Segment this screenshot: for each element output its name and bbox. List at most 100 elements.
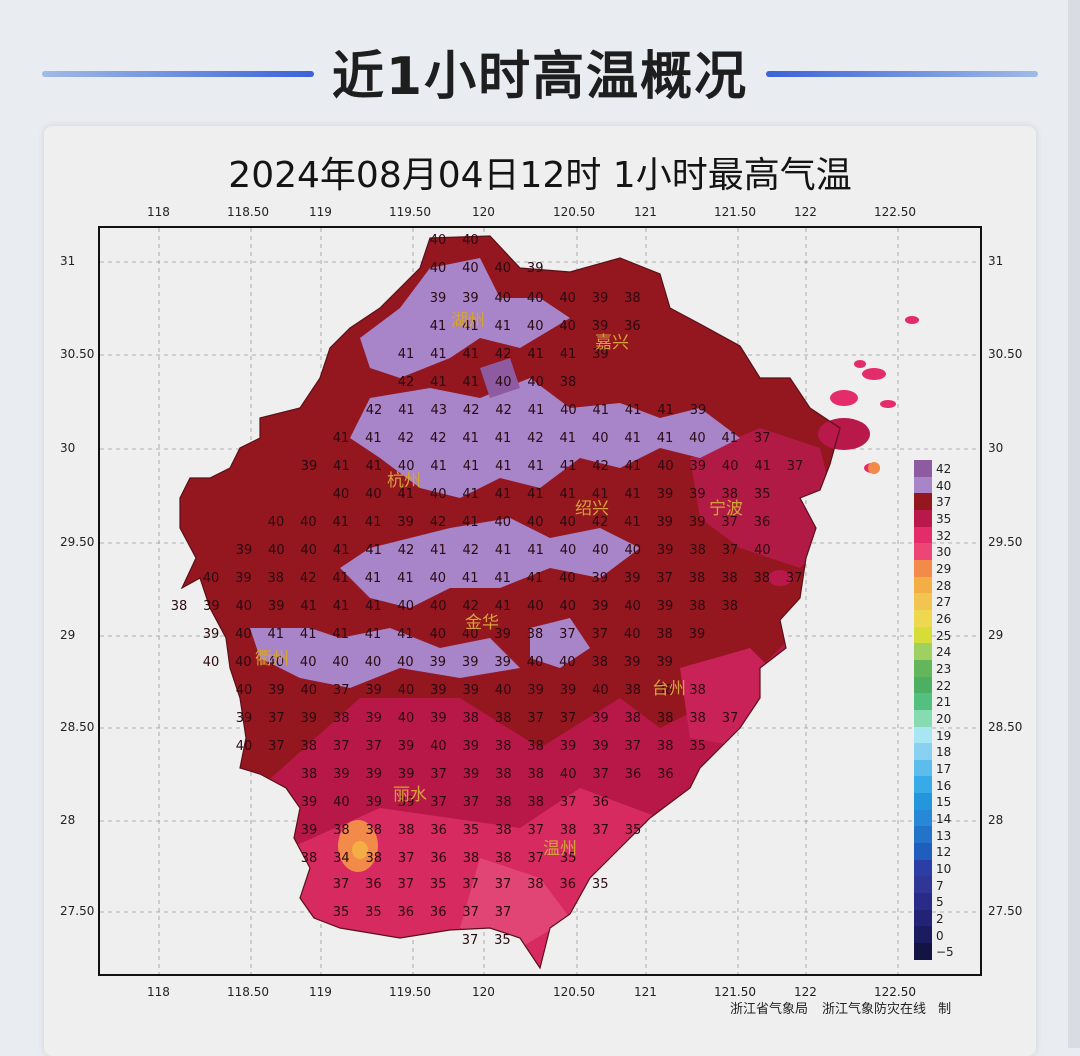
city-label: 绍兴 xyxy=(575,499,609,519)
temperature-value: 38 xyxy=(333,823,350,838)
temperature-value: 40 xyxy=(203,655,220,670)
lat-tick-label: 28.50 xyxy=(60,720,95,734)
temperature-value: 38 xyxy=(171,599,188,614)
temperature-value: 40 xyxy=(430,261,447,276)
temperature-value: 43 xyxy=(431,403,448,418)
temperature-value: 40 xyxy=(560,543,577,558)
temperature-value: 39 xyxy=(494,655,511,670)
temperature-value: 37 xyxy=(722,711,739,726)
temperature-value: 42 xyxy=(430,515,447,530)
lon-tick-label: 121 xyxy=(634,205,657,219)
temperature-value: 41 xyxy=(528,403,545,418)
temperature-value: 41 xyxy=(527,347,544,362)
legend-swatch xyxy=(914,809,932,827)
temperature-value: 39 xyxy=(236,711,253,726)
legend-value: 25 xyxy=(936,628,952,643)
legend-swatch xyxy=(914,609,932,627)
city-label: 湖州 xyxy=(451,311,485,331)
page-header: 近1小时高温概况 xyxy=(0,0,1080,120)
temperature-value: 41 xyxy=(624,431,641,446)
temperature-value: 41 xyxy=(333,599,350,614)
temperature-value: 42 xyxy=(495,347,512,362)
temperature-value: 39 xyxy=(494,627,511,642)
legend-value: 15 xyxy=(936,795,952,810)
lat-tick-label: 28.50 xyxy=(988,720,1023,734)
temperature-value: 41 xyxy=(365,543,382,558)
temperature-value: 38 xyxy=(560,823,577,838)
temperature-labels: 40 40 40 40 40 39 39 39 40 40 40 39 38 41 41 41 40 40 39 36… xyxy=(171,233,804,948)
temperature-value: 39 xyxy=(397,515,414,530)
temperature-value: 38 xyxy=(398,823,415,838)
temperature-value: 37 xyxy=(462,877,479,892)
temperature-value: 37 xyxy=(398,851,415,866)
credit-org1: 浙江省气象局 xyxy=(730,1002,809,1017)
temperature-value: 38 xyxy=(657,683,674,698)
city-label: 台州 xyxy=(652,679,686,699)
temperature-value: 41 xyxy=(624,515,641,530)
temperature-value: 41 xyxy=(592,487,609,502)
legend-swatch xyxy=(914,876,932,894)
islands xyxy=(768,316,919,586)
legend-value: 22 xyxy=(936,678,952,693)
lat-tick-label: 30.50 xyxy=(988,347,1023,361)
temperature-value: 39 xyxy=(463,739,480,754)
temperature-value: 39 xyxy=(203,627,220,642)
temperature-value: 41 xyxy=(560,487,577,502)
color-legend xyxy=(914,460,932,960)
temperature-value: 35 xyxy=(754,487,771,502)
temperature-value: 35 xyxy=(689,739,706,754)
temperature-value: 40 xyxy=(430,627,447,642)
lon-tick-label: 122.50 xyxy=(874,205,916,219)
temperature-value: 41 xyxy=(463,459,480,474)
temperature-value: 39 xyxy=(462,655,479,670)
city-label: 嘉兴 xyxy=(595,333,629,353)
temperature-value: 40 xyxy=(495,291,512,306)
legend-swatch xyxy=(914,526,932,544)
title-decoration-right xyxy=(766,71,1038,77)
temperature-value: 41 xyxy=(332,627,349,642)
temperature-value: 41 xyxy=(495,431,512,446)
legend-value: 30 xyxy=(936,545,952,560)
lon-tick-label: 121.50 xyxy=(714,205,756,219)
temperature-value: 41 xyxy=(398,487,415,502)
scrollbar[interactable] xyxy=(1068,0,1080,1048)
temperature-value: 41 xyxy=(333,515,350,530)
lon-tick-label: 120 xyxy=(472,985,495,999)
temperature-value: 42 xyxy=(398,375,415,390)
lon-tick-label: 118.50 xyxy=(227,205,269,219)
temperature-value: 42 xyxy=(463,543,480,558)
temperature-value: 37 xyxy=(560,795,577,810)
temperature-value: 40 xyxy=(430,599,447,614)
temperature-value: 41 xyxy=(495,459,512,474)
temperature-value: 40 xyxy=(462,233,479,248)
lat-tick-label: 29 xyxy=(988,628,1004,642)
temperature-value: 36 xyxy=(754,515,771,530)
temperature-value: 40 xyxy=(592,543,609,558)
temperature-value: 38 xyxy=(495,795,512,810)
temperature-value: 39 xyxy=(398,767,415,782)
lon-tick-label: 118 xyxy=(147,985,170,999)
temperature-value: 41 xyxy=(657,431,674,446)
temperature-value: 42 xyxy=(300,571,317,586)
temperature-value: 41 xyxy=(462,515,479,530)
temperature-value: 40 xyxy=(301,683,318,698)
legend-swatch xyxy=(914,843,932,860)
temperature-value: 40 xyxy=(430,487,447,502)
temperature-value: 37 xyxy=(560,711,577,726)
lon-tick-label: 120.50 xyxy=(553,205,595,219)
temperature-value: 40 xyxy=(332,655,349,670)
temperature-value: 40 xyxy=(495,375,512,390)
temperature-value: 40 xyxy=(301,543,318,558)
temperature-value: 40 xyxy=(236,739,253,754)
temperature-value: 35 xyxy=(494,933,511,948)
temperature-value: 37 xyxy=(462,933,479,948)
legend-swatch xyxy=(914,626,932,644)
temperature-value: 41 xyxy=(430,375,447,390)
temperature-map[interactable]: 40 40 40 40 40 39 39 39 40 40 40 39 38 41 41 41 40 40 39 36… xyxy=(98,226,982,976)
legend-swatch xyxy=(914,693,932,710)
temperature-value: 38 xyxy=(657,739,674,754)
page-title: 近1小时高温概况 xyxy=(331,47,749,107)
temperature-value: 42 xyxy=(366,403,383,418)
temperature-value: 40 xyxy=(235,627,252,642)
temperature-value: 38 xyxy=(301,767,318,782)
